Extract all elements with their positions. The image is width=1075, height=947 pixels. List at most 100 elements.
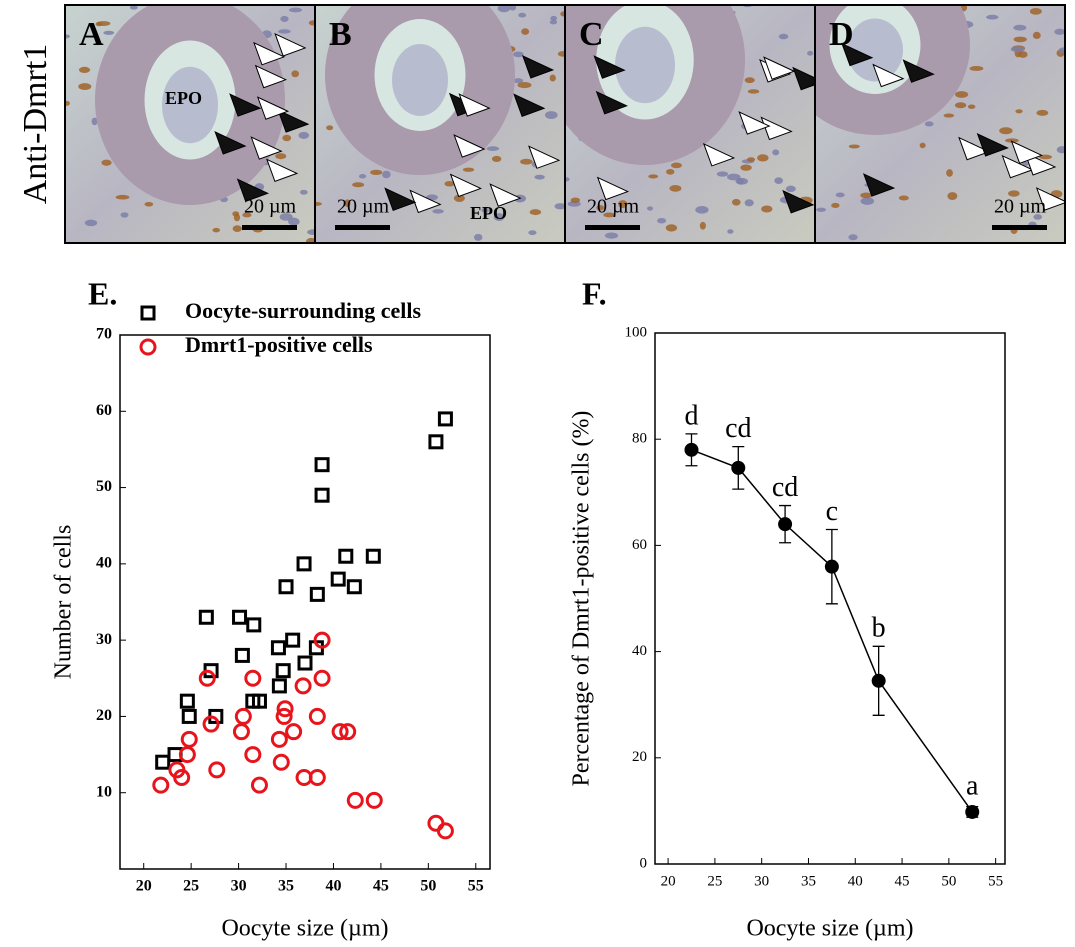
nucleus (95, 21, 103, 27)
x-tick-label: 40 (325, 878, 341, 895)
marker-square (275, 663, 291, 679)
micrograph: D 20 µm (814, 4, 1066, 244)
nucleus (212, 227, 221, 233)
nucleus (453, 194, 465, 202)
marker-circle (173, 768, 191, 786)
nucleus (1015, 109, 1023, 114)
marker-square (251, 693, 267, 709)
significance-label: cd (772, 472, 798, 503)
nucleus (550, 15, 558, 21)
arrowhead (1035, 187, 1065, 211)
arrowhead (254, 64, 287, 89)
y-tick-label: 20 (96, 707, 112, 724)
nucleus (727, 229, 734, 234)
nucleus (560, 11, 565, 17)
nucleus (778, 33, 789, 40)
nucleus (695, 205, 709, 214)
arrowhead (782, 189, 815, 214)
marker-circle (180, 730, 198, 748)
arrowhead (214, 131, 247, 155)
nucleus (1018, 51, 1028, 58)
nucleus (493, 213, 505, 222)
side-label: Anti-Dmrt1 (17, 44, 54, 205)
nucleus (278, 29, 291, 34)
x-tick-label: 50 (420, 878, 436, 895)
nucleus (549, 74, 556, 82)
arrowhead (274, 33, 307, 57)
nucleus (1008, 190, 1020, 197)
nucleus (280, 15, 289, 23)
point (965, 804, 980, 819)
tissue (565, 5, 815, 243)
nucleus (517, 81, 532, 89)
nucleus (513, 78, 524, 84)
panel-label: C (579, 16, 604, 53)
nucleus (557, 51, 565, 57)
nucleus (669, 184, 682, 192)
x-tick-label: 45 (373, 878, 389, 895)
nucleus (604, 232, 619, 239)
scale-bar (242, 225, 297, 230)
nucleus (275, 153, 287, 160)
x-tick-label: 25 (183, 878, 199, 895)
significance-label: d (684, 400, 698, 431)
nucleus (481, 207, 489, 213)
plot-frame (654, 332, 1006, 865)
legend-label: Dmrt1-positive cells (185, 332, 373, 357)
panel-label: E. (88, 275, 117, 311)
nucleus (308, 20, 315, 26)
arrowhead (528, 145, 561, 169)
marker-square (437, 411, 453, 427)
nucleus (432, 209, 444, 214)
x-axis-label: Oocyte size (µm) (746, 916, 913, 942)
marker-square (346, 579, 362, 595)
nucleus (486, 146, 500, 151)
legend-marker (139, 338, 157, 356)
arrowhead (521, 55, 555, 79)
marker-square (309, 586, 325, 602)
x-tick-label: 20 (661, 873, 676, 889)
nucleus (520, 158, 533, 165)
nucleus (344, 199, 351, 208)
nucleus (534, 174, 545, 180)
arrowhead (253, 41, 286, 66)
nucleus (831, 202, 840, 209)
marker-circle (250, 776, 268, 794)
nucleus (744, 199, 754, 207)
arrowhead (792, 66, 815, 91)
nucleus (954, 102, 967, 109)
micrographs: A EPO 20 µm B EPO 20 µm C 20 µm D 20 µm (64, 4, 1066, 244)
marker-square (296, 556, 312, 572)
marker-circle (198, 669, 216, 687)
arrowhead (458, 93, 491, 117)
nucleus (807, 50, 814, 56)
nucleus (946, 169, 953, 177)
arrowhead (384, 187, 417, 211)
x-tick-label: 20 (136, 878, 152, 895)
annotation: EPO (470, 203, 507, 223)
legend-label: Oocyte-surrounding cells (185, 298, 422, 323)
nucleus (382, 170, 391, 179)
nucleus (732, 198, 741, 206)
nucleus (596, 205, 605, 211)
nucleus (898, 195, 909, 201)
nucleus (1033, 214, 1043, 220)
nucleus (103, 30, 115, 35)
scale-bar (585, 225, 640, 230)
y-tick-label: 60 (632, 537, 647, 553)
nucleus (242, 212, 252, 218)
arrowhead (872, 63, 905, 88)
arrowhead (1001, 154, 1034, 179)
annotation: EPO (165, 88, 202, 108)
point (684, 442, 699, 457)
marker-square (278, 579, 294, 595)
nucleus (860, 192, 873, 199)
line (691, 449, 973, 813)
panel-border (814, 4, 1066, 244)
marker-circle (244, 669, 262, 687)
marker-circle (294, 677, 312, 695)
nucleus (65, 34, 70, 39)
nucleus (848, 234, 858, 241)
marker-square (338, 548, 354, 564)
nucleus (648, 174, 659, 179)
